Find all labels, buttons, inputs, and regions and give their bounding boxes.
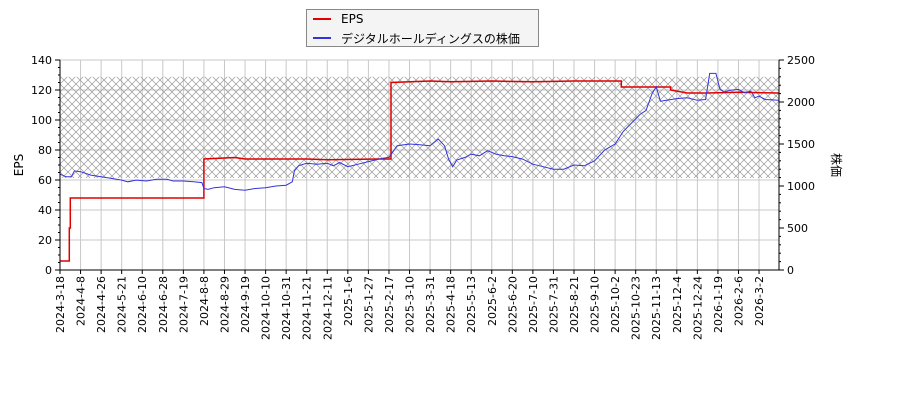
x-tick-label: 2025-1-27 [362,276,375,333]
x-tick-label: 2024-4-26 [95,276,108,333]
left-axis-label: EPS [12,154,26,176]
legend-label-price: デジタルホールディングスの株価 [341,31,520,46]
x-tick-label: 2025-10-2 [609,276,622,333]
y-tick-label: 80 [38,144,52,157]
y-tick-label: 120 [31,84,52,97]
x-tick-label: 2025-3-31 [424,276,437,333]
legend-item-price: デジタルホールディングスの株価 [313,29,520,47]
hatched-band [60,76,779,179]
x-tick-label: 2024-11-21 [301,276,314,340]
x-tick-label: 2025-9-10 [589,276,602,333]
price-line [59,72,780,191]
y2-tick-label: 0 [787,264,794,277]
x-tick-label: 2025-2-17 [383,276,396,333]
right-axis-label: 株価 [829,153,844,177]
legend-item-eps: EPS [313,10,363,28]
y-tick-label: 100 [31,114,52,127]
x-tick-label: 2025-4-18 [445,276,458,333]
x-tick-label: 2025-7-31 [547,276,560,333]
x-tick-label: 2024-10-10 [260,276,273,340]
x-tick-label: 2024-7-19 [177,276,190,333]
x-tick-label: 2024-6-28 [157,276,170,333]
eps-line [60,80,780,262]
y-tick-label: 20 [38,234,52,247]
legend-swatch-price [313,37,331,39]
y2-tick-label: 500 [787,222,808,235]
x-tick-label: 2025-3-10 [404,276,417,333]
x-tick-label: 2026-1-19 [712,276,725,333]
x-tick-label: 2026-2-6 [732,276,745,326]
legend-label-eps: EPS [341,12,364,26]
axes-group: 2024-3-18 2024-4-8 2024-4-26 2024-5-21 2024-… [31,54,815,340]
y-tick-label: 140 [31,54,52,67]
x-tick-label: 2024-12-11 [321,276,334,340]
x-tick-label: 2025-6-20 [506,276,519,333]
x-tick-label: 2024-4-8 [75,276,88,326]
x-tick-label: 2025-10-23 [630,276,643,340]
x-tick-label: 2025-11-13 [650,276,663,340]
legend-swatch-eps [313,18,331,20]
x-tick-label: 2025-6-2 [486,276,499,326]
x-tick-label: 2024-3-18 [54,276,67,333]
x-tick-label: 2026-3-2 [753,276,766,326]
y2-tick-label: 2000 [787,96,815,109]
x-tick-label: 2025-1-6 [342,276,355,326]
x-tick-label: 2024-10-31 [280,276,293,340]
x-tick-label: 2024-6-10 [136,276,149,333]
x-tick-label: 2025-12-24 [691,276,704,340]
x-tick-label: 2024-9-19 [239,276,252,333]
y2-tick-label: 2500 [787,54,815,67]
x-tick-label: 2024-5-21 [116,276,129,333]
x-tick-label: 2025-7-10 [527,276,540,333]
y2-tick-label: 1500 [787,138,815,151]
y2-tick-label: 1000 [787,180,815,193]
y-tick-label: 60 [38,174,52,187]
y-tick-label: 40 [38,204,52,217]
legend: EPS デジタルホールディングスの株価 [306,9,539,47]
series-group [59,72,780,262]
x-tick-label: 2025-8-21 [568,276,581,333]
y-tick-label: 0 [45,264,52,277]
x-tick-label: 2025-12-4 [671,276,684,333]
x-tick-label: 2025-5-13 [465,276,478,333]
x-tick-label: 2024-8-29 [218,276,231,333]
x-tick-label: 2024-8-8 [198,276,211,326]
